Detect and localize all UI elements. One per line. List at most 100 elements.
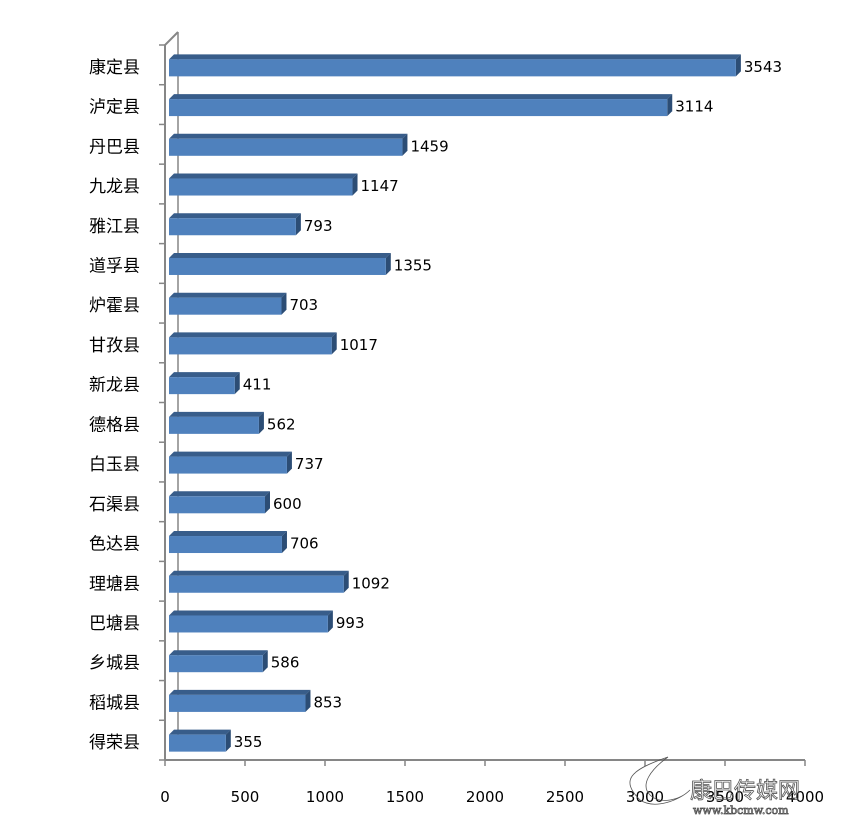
bar-side-face [286, 451, 292, 474]
bar-top-face [169, 531, 287, 537]
bar [169, 456, 287, 474]
bar-side-face [262, 650, 268, 673]
data-label: 1355 [394, 256, 432, 274]
bar-top-face [169, 689, 311, 695]
bar-side-face [343, 570, 349, 593]
bar-side-face [281, 292, 287, 315]
bar [169, 416, 259, 434]
category-label: 雅江县 [89, 217, 140, 237]
category-label: 炉霍县 [89, 296, 140, 316]
bar-side-face [265, 491, 270, 514]
data-label: 1147 [361, 177, 399, 195]
bar-side-face [385, 252, 391, 275]
data-label: 853 [313, 693, 342, 711]
bar-side-face [402, 133, 408, 156]
data-label: 1017 [340, 336, 378, 354]
bar-top-face [169, 252, 391, 258]
data-label: 3114 [675, 98, 713, 116]
category-label: 得荣县 [89, 733, 140, 753]
x-tick-label: 4000 [786, 788, 824, 806]
bar [169, 575, 344, 593]
bar [169, 655, 263, 673]
data-label: 1459 [410, 137, 448, 155]
data-label: 355 [234, 733, 263, 751]
bar-top-face [169, 491, 270, 497]
category-label: 九龙县 [89, 177, 140, 197]
bar-top-face [169, 133, 408, 139]
bar [169, 178, 353, 196]
bar-side-face [667, 94, 673, 117]
bar-top-face [169, 411, 264, 417]
category-label: 新龙县 [89, 376, 140, 396]
category-label: 德格县 [89, 415, 140, 435]
category-label: 巴塘县 [89, 614, 140, 634]
data-label: 993 [336, 614, 365, 632]
data-label: 706 [290, 535, 319, 553]
bar-top-face [169, 213, 301, 219]
bar-side-face [735, 54, 741, 77]
bar [169, 337, 332, 355]
bar [169, 496, 265, 514]
watermark-logo [629, 756, 691, 805]
x-tick-label: 0 [160, 788, 170, 806]
category-label: 道孚县 [89, 256, 140, 276]
x-tick-label: 2500 [546, 788, 584, 806]
category-label: 甘孜县 [89, 336, 140, 356]
bar-top-face [169, 94, 673, 100]
data-label: 793 [304, 217, 333, 235]
bar [169, 138, 403, 156]
data-label: 600 [273, 495, 302, 513]
x-tick-label: 1000 [306, 788, 344, 806]
bar [169, 536, 282, 554]
category-label: 丹巴县 [89, 137, 140, 157]
bar [169, 694, 306, 712]
bar-top-face [169, 650, 268, 656]
watermark-name: 康巴传媒网 [690, 779, 800, 804]
data-label: 3543 [744, 58, 782, 76]
x-tick-label: 3500 [706, 788, 744, 806]
bar-top-face [169, 729, 231, 735]
bar [169, 257, 386, 275]
bar-side-face [281, 531, 287, 554]
bar [169, 377, 235, 395]
bar-side-face [258, 411, 264, 434]
x-tick-label: 1500 [386, 788, 424, 806]
bar-top-face [169, 610, 333, 616]
bar-side-face [225, 729, 231, 752]
bar [169, 297, 282, 315]
bar-top-face [169, 54, 741, 60]
bar [169, 59, 736, 77]
bar-top-face [169, 451, 292, 457]
category-label: 理塘县 [89, 574, 140, 594]
data-label: 411 [243, 376, 272, 394]
category-label: 泸定县 [89, 98, 140, 118]
bar-top-face [169, 332, 337, 338]
data-label: 562 [267, 415, 296, 433]
data-label: 737 [295, 455, 324, 473]
category-label: 色达县 [89, 535, 140, 555]
bar-top-face [169, 292, 287, 298]
category-label: 稻城县 [89, 693, 140, 713]
category-label: 康定县 [89, 58, 140, 78]
category-label: 石渠县 [89, 495, 140, 515]
x-tick-label: 500 [231, 788, 260, 806]
bar [169, 99, 668, 117]
bar-side-face [352, 173, 358, 196]
bar-side-face [331, 332, 337, 355]
bar [169, 734, 226, 752]
category-label: 乡城县 [89, 654, 140, 674]
bar-top-face [169, 570, 349, 576]
watermark-url: www.kbcmw.com [693, 804, 789, 817]
data-label: 703 [289, 296, 318, 314]
x-tick-label: 2000 [466, 788, 504, 806]
data-label: 586 [271, 654, 300, 672]
bar [169, 615, 328, 633]
bar-side-face [234, 372, 240, 395]
bar-side-face [305, 689, 311, 712]
bar [169, 218, 296, 236]
category-label: 白玉县 [89, 455, 140, 475]
bar-top-face [169, 372, 240, 378]
x-tick-label: 3000 [626, 788, 664, 806]
bar-side-face [327, 610, 333, 633]
data-label: 1092 [352, 574, 390, 592]
